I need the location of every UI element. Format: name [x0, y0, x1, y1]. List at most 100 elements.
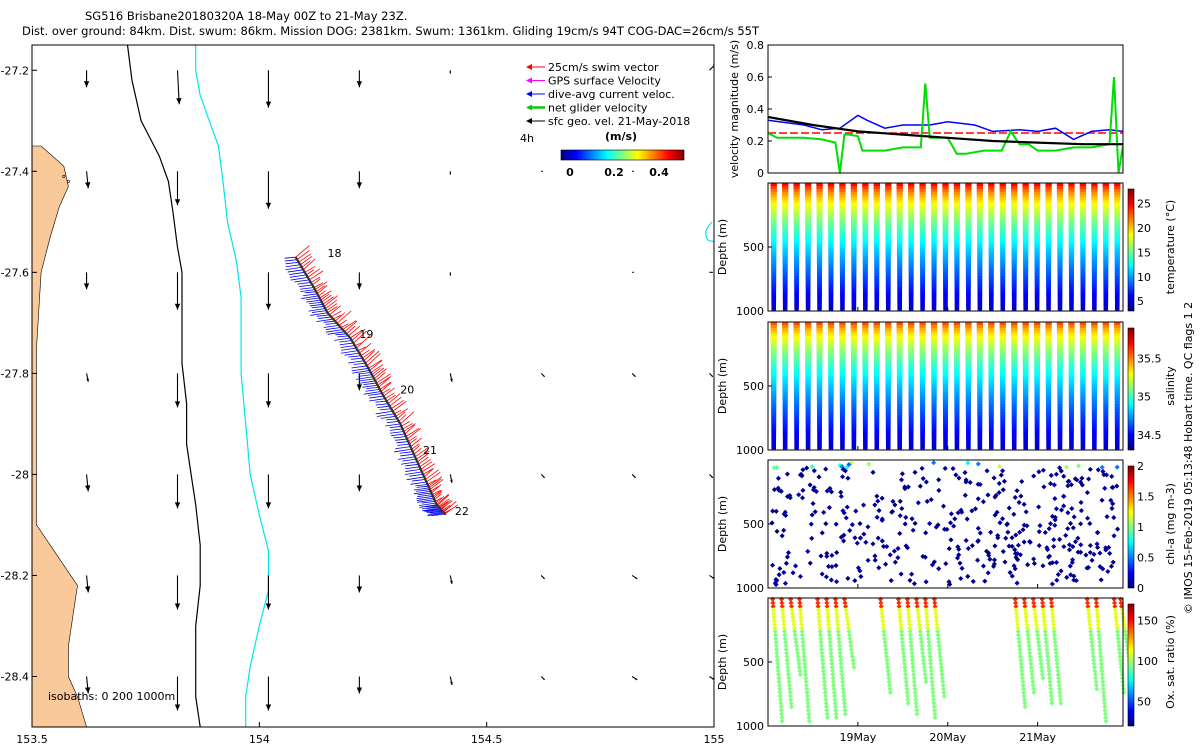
- profile-y-tick-label: 500: [743, 241, 764, 254]
- current-vector: [400, 453, 414, 457]
- geo-velocity-arrow: [356, 474, 363, 492]
- chl-point: [776, 572, 782, 578]
- chl-point: [1015, 542, 1021, 548]
- chl-point: [833, 562, 839, 569]
- chl-point: [770, 508, 776, 514]
- chl-point: [790, 570, 796, 576]
- chl-point: [958, 575, 964, 582]
- profile-cast: [1068, 322, 1075, 450]
- profile-cast: [885, 183, 892, 311]
- profile-cast: [770, 322, 777, 450]
- chl-point: [854, 540, 860, 546]
- chl-point: [846, 461, 852, 468]
- swim-vector: [342, 320, 357, 330]
- chl-point: [1078, 499, 1084, 506]
- swim-vector: [406, 427, 422, 440]
- profile-cast: [896, 183, 903, 311]
- chl-point: [1047, 521, 1054, 527]
- chl-point: [1073, 578, 1079, 584]
- current-vector: [363, 391, 382, 395]
- profile-colorbar-tick-label: 15: [1137, 246, 1151, 259]
- chl-point: [1031, 473, 1037, 479]
- swim-vector: [412, 445, 420, 452]
- legend-label: net glider velocity: [548, 102, 648, 115]
- chl-point: [917, 483, 923, 489]
- oxygen-cast: [1084, 596, 1100, 692]
- chl-point: [1027, 538, 1033, 545]
- swim-vector: [379, 381, 391, 390]
- current-vector: [395, 438, 408, 441]
- chl-point: [1036, 469, 1042, 475]
- swim-vector: [365, 350, 380, 364]
- swim-vector: [403, 423, 416, 432]
- chl-point: [1066, 542, 1073, 548]
- profile-cast: [976, 183, 984, 311]
- swim-vector: [431, 484, 442, 494]
- chl-point: [1053, 559, 1060, 566]
- swim-vector: [425, 469, 439, 480]
- geo-velocity-arrow: [265, 575, 272, 610]
- chl-point: [1091, 551, 1097, 557]
- chl-point: [1097, 550, 1103, 556]
- swim-vector: [418, 456, 429, 465]
- chl-point: [1014, 488, 1020, 494]
- chl-point: [858, 573, 864, 580]
- chl-point: [1078, 542, 1084, 548]
- chl-point: [985, 492, 991, 498]
- chl-point: [1049, 581, 1055, 587]
- geo-velocity-arrow: [709, 64, 714, 71]
- isobaths-label: isobaths: 0 200 1000m: [48, 690, 175, 703]
- current-vector: [335, 333, 347, 336]
- current-vector: [308, 308, 326, 312]
- oxygen-cast: [842, 596, 857, 670]
- current-vector: [416, 497, 434, 501]
- chl-point: [1111, 533, 1117, 539]
- profile-cast: [1079, 183, 1087, 311]
- current-vector: [323, 320, 336, 323]
- current-vector: [356, 376, 374, 380]
- current-vector: [417, 494, 433, 498]
- chl-point: [1064, 574, 1070, 580]
- chl-point: [1016, 499, 1022, 505]
- chl-point: [1070, 525, 1076, 531]
- velocity-series: [768, 76, 1123, 173]
- chl-point: [1095, 530, 1101, 536]
- chl-point: [1076, 463, 1082, 469]
- chl-point: [813, 488, 819, 495]
- chl-point: [1054, 577, 1060, 583]
- chl-point: [1021, 522, 1027, 528]
- chl-point: [853, 508, 859, 514]
- chl-point: [1106, 544, 1112, 551]
- velocity-series: [768, 114, 1123, 141]
- chl-point: [1042, 529, 1048, 536]
- current-vector: [339, 342, 354, 346]
- chl-point: [1005, 529, 1011, 535]
- chl-point: [827, 485, 833, 491]
- chl-point: [773, 508, 779, 514]
- profile-cast: [816, 322, 823, 450]
- current-vector: [334, 337, 351, 341]
- current-vector: [385, 418, 398, 421]
- chl-point: [954, 555, 961, 561]
- swim-vector: [390, 399, 404, 410]
- current-vector: [425, 505, 438, 508]
- swim-vector: [433, 491, 442, 499]
- chl-point: [1083, 552, 1089, 558]
- current-vector: [310, 312, 328, 316]
- swim-vector: [431, 489, 441, 495]
- velocity-frame: [767, 44, 1124, 174]
- current-vector: [285, 266, 302, 271]
- chl-point: [879, 517, 885, 523]
- chl-point: [924, 498, 930, 504]
- chl-point: [1014, 551, 1020, 557]
- chl-point: [866, 461, 872, 467]
- profile-cast: [1068, 183, 1075, 311]
- chl-point: [829, 552, 835, 558]
- swim-vector: [401, 421, 410, 427]
- profile-colorbar-tick-label: 100: [1137, 655, 1158, 668]
- chl-point: [1040, 563, 1046, 569]
- current-vector: [359, 380, 376, 384]
- chl-point: [991, 561, 997, 567]
- chl-point: [1003, 535, 1009, 541]
- swim-vector: [420, 461, 433, 470]
